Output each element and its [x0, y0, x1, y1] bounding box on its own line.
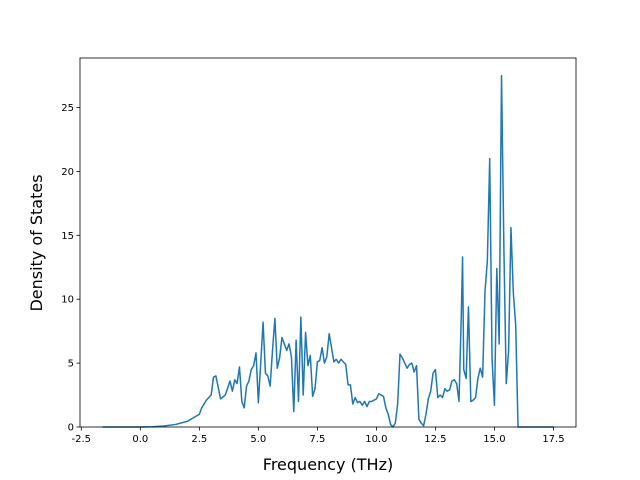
x-tick-label: 15.0	[483, 434, 505, 445]
y-tick-label: 5	[68, 359, 74, 370]
x-tick-label: 7.5	[309, 434, 325, 445]
x-tick-label: 17.5	[542, 434, 564, 445]
x-tick-label: 10.0	[365, 434, 387, 445]
y-tick-label: 25	[61, 103, 74, 114]
x-tick-label: 0.0	[132, 434, 148, 445]
y-tick-label: 0	[68, 423, 74, 434]
x-tick-label: 12.5	[424, 434, 446, 445]
x-tick-label: 2.5	[191, 434, 207, 445]
y-tick-label: 10	[61, 295, 74, 306]
y-tick-label: 20	[61, 167, 74, 178]
x-tick-label: 5.0	[250, 434, 266, 445]
x-tick-label: -2.5	[72, 434, 92, 445]
plot-frame	[79, 57, 577, 428]
data-line	[102, 74, 554, 428]
y-axis-label: Density of States	[27, 174, 46, 311]
y-tick-label: 15	[61, 231, 74, 242]
x-axis-label: Frequency (THz)	[263, 455, 393, 474]
